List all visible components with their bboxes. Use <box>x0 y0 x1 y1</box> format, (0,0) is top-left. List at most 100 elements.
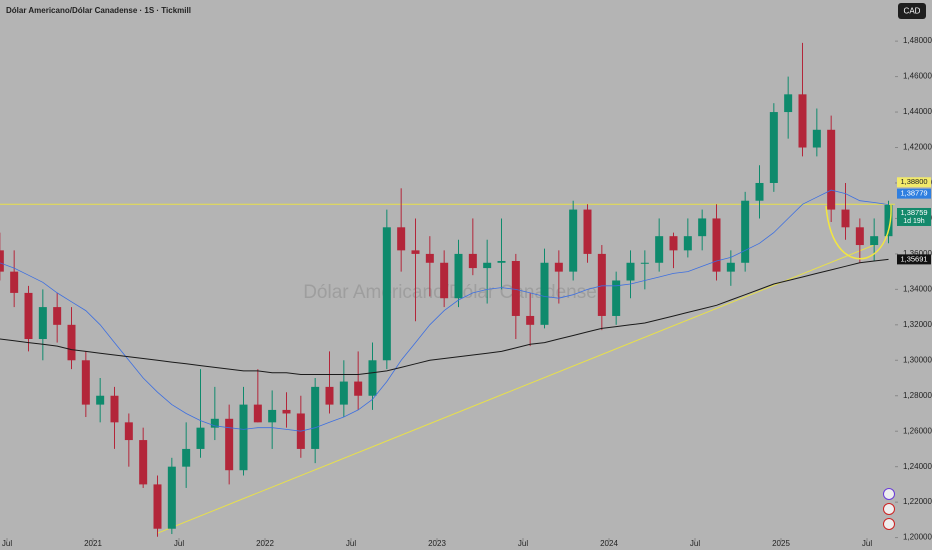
candle-body <box>239 404 248 471</box>
x-tick-label: 2024 <box>600 539 618 548</box>
x-tick-label: Jul <box>862 539 872 548</box>
us-flag-icon[interactable] <box>883 518 895 530</box>
candle-body <box>597 253 606 316</box>
candle-body <box>612 280 621 316</box>
currency-button[interactable] <box>898 3 926 19</box>
moving-average <box>0 258 889 375</box>
candle-body <box>468 253 477 269</box>
candle-body <box>368 360 377 396</box>
ca-flag-icon[interactable] <box>883 503 895 515</box>
x-tick-label: 2022 <box>256 539 274 548</box>
trendline <box>157 244 875 534</box>
candle-body <box>53 307 62 325</box>
candle-body <box>139 440 148 485</box>
candle-body <box>855 227 864 246</box>
candle-body <box>540 262 549 325</box>
price-label: 1,38779 <box>900 189 927 198</box>
x-tick-label: Jul <box>174 539 184 548</box>
candle-body <box>24 292 33 340</box>
chart-title: Dólar Americano/Dólar Canadense · 1S · T… <box>6 6 191 15</box>
candle-body <box>411 250 420 254</box>
candle-body <box>67 324 76 361</box>
candle-body <box>425 253 434 263</box>
candle-body <box>755 182 764 201</box>
candle-body <box>712 218 721 272</box>
candle-body <box>812 129 821 148</box>
candle-body <box>354 381 363 396</box>
y-tick-label: 1,32000 <box>903 320 932 329</box>
candle-body <box>339 381 348 405</box>
candle-body <box>311 386 320 449</box>
candle-body <box>870 236 879 246</box>
y-tick-label: 1,42000 <box>903 143 932 152</box>
price-label: 1,35691 <box>900 254 927 263</box>
candle-body <box>38 307 47 340</box>
candle-body <box>726 262 735 272</box>
candle-body <box>225 418 234 471</box>
candle-body <box>110 395 119 423</box>
x-tick-label: 2023 <box>428 539 446 548</box>
y-tick-label: 1,24000 <box>903 462 932 471</box>
y-tick-label: 1,48000 <box>903 36 932 45</box>
candle-body <box>440 262 449 299</box>
candle-body <box>167 466 176 529</box>
candle-body <box>841 209 850 228</box>
candle-body <box>10 271 19 293</box>
y-tick-label: 1,46000 <box>903 72 932 81</box>
candle-body <box>282 409 291 414</box>
candle-body <box>741 200 750 263</box>
price-label-box <box>897 188 931 199</box>
plot-area: Dólar Americano/Dólar Canadense <box>0 42 895 537</box>
candle-body <box>526 315 535 325</box>
x-tick-label: Jul <box>518 539 528 548</box>
candle-body <box>268 409 277 423</box>
candle-body <box>683 236 692 251</box>
x-tick-label: Jul <box>690 539 700 548</box>
x-tick-label: 2025 <box>772 539 790 548</box>
candle-body <box>669 236 678 251</box>
candle-body <box>210 418 219 428</box>
candle-body <box>0 250 4 272</box>
candle-body <box>454 253 463 299</box>
candle-body <box>583 209 592 254</box>
moving-average <box>0 189 889 432</box>
candle-body <box>698 218 707 237</box>
x-tick-label: Jul <box>2 539 12 548</box>
price-label-box <box>897 254 931 265</box>
price-label: 1,38800 <box>900 177 927 186</box>
event-icon[interactable] <box>883 488 895 500</box>
candle-body <box>253 404 262 423</box>
currency-label[interactable]: CAD <box>904 7 921 16</box>
candle-body <box>483 262 492 269</box>
y-tick-label: 1,36000 <box>903 249 932 258</box>
x-tick-label: Jul <box>346 539 356 548</box>
candle-body <box>554 262 563 272</box>
candle-body <box>798 94 807 148</box>
candle-body <box>784 94 793 113</box>
candle-body <box>196 427 205 449</box>
candle-body <box>569 209 578 272</box>
y-tick-label: 1,34000 <box>903 284 932 293</box>
candle-body <box>397 227 406 251</box>
candle-body <box>655 236 664 263</box>
y-tick-label: 1,28000 <box>903 391 932 400</box>
candle-body <box>325 386 334 405</box>
y-tick-label: 1,30000 <box>903 355 932 364</box>
candle-body <box>626 262 635 281</box>
candle-body <box>81 360 90 405</box>
candle-body <box>511 260 520 316</box>
price-label-box <box>897 177 931 188</box>
candle-body <box>769 112 778 183</box>
candle-body <box>96 395 105 405</box>
candle-body <box>827 129 836 210</box>
y-tick-label: 1,26000 <box>903 426 932 435</box>
x-tick-label: 2021 <box>84 539 102 548</box>
price-label-box <box>897 207 931 226</box>
candle-body <box>497 260 506 263</box>
candle-body <box>153 484 162 529</box>
candle-body <box>124 422 133 441</box>
candle-body <box>884 204 893 237</box>
price-label: 1,38759 <box>900 208 927 217</box>
